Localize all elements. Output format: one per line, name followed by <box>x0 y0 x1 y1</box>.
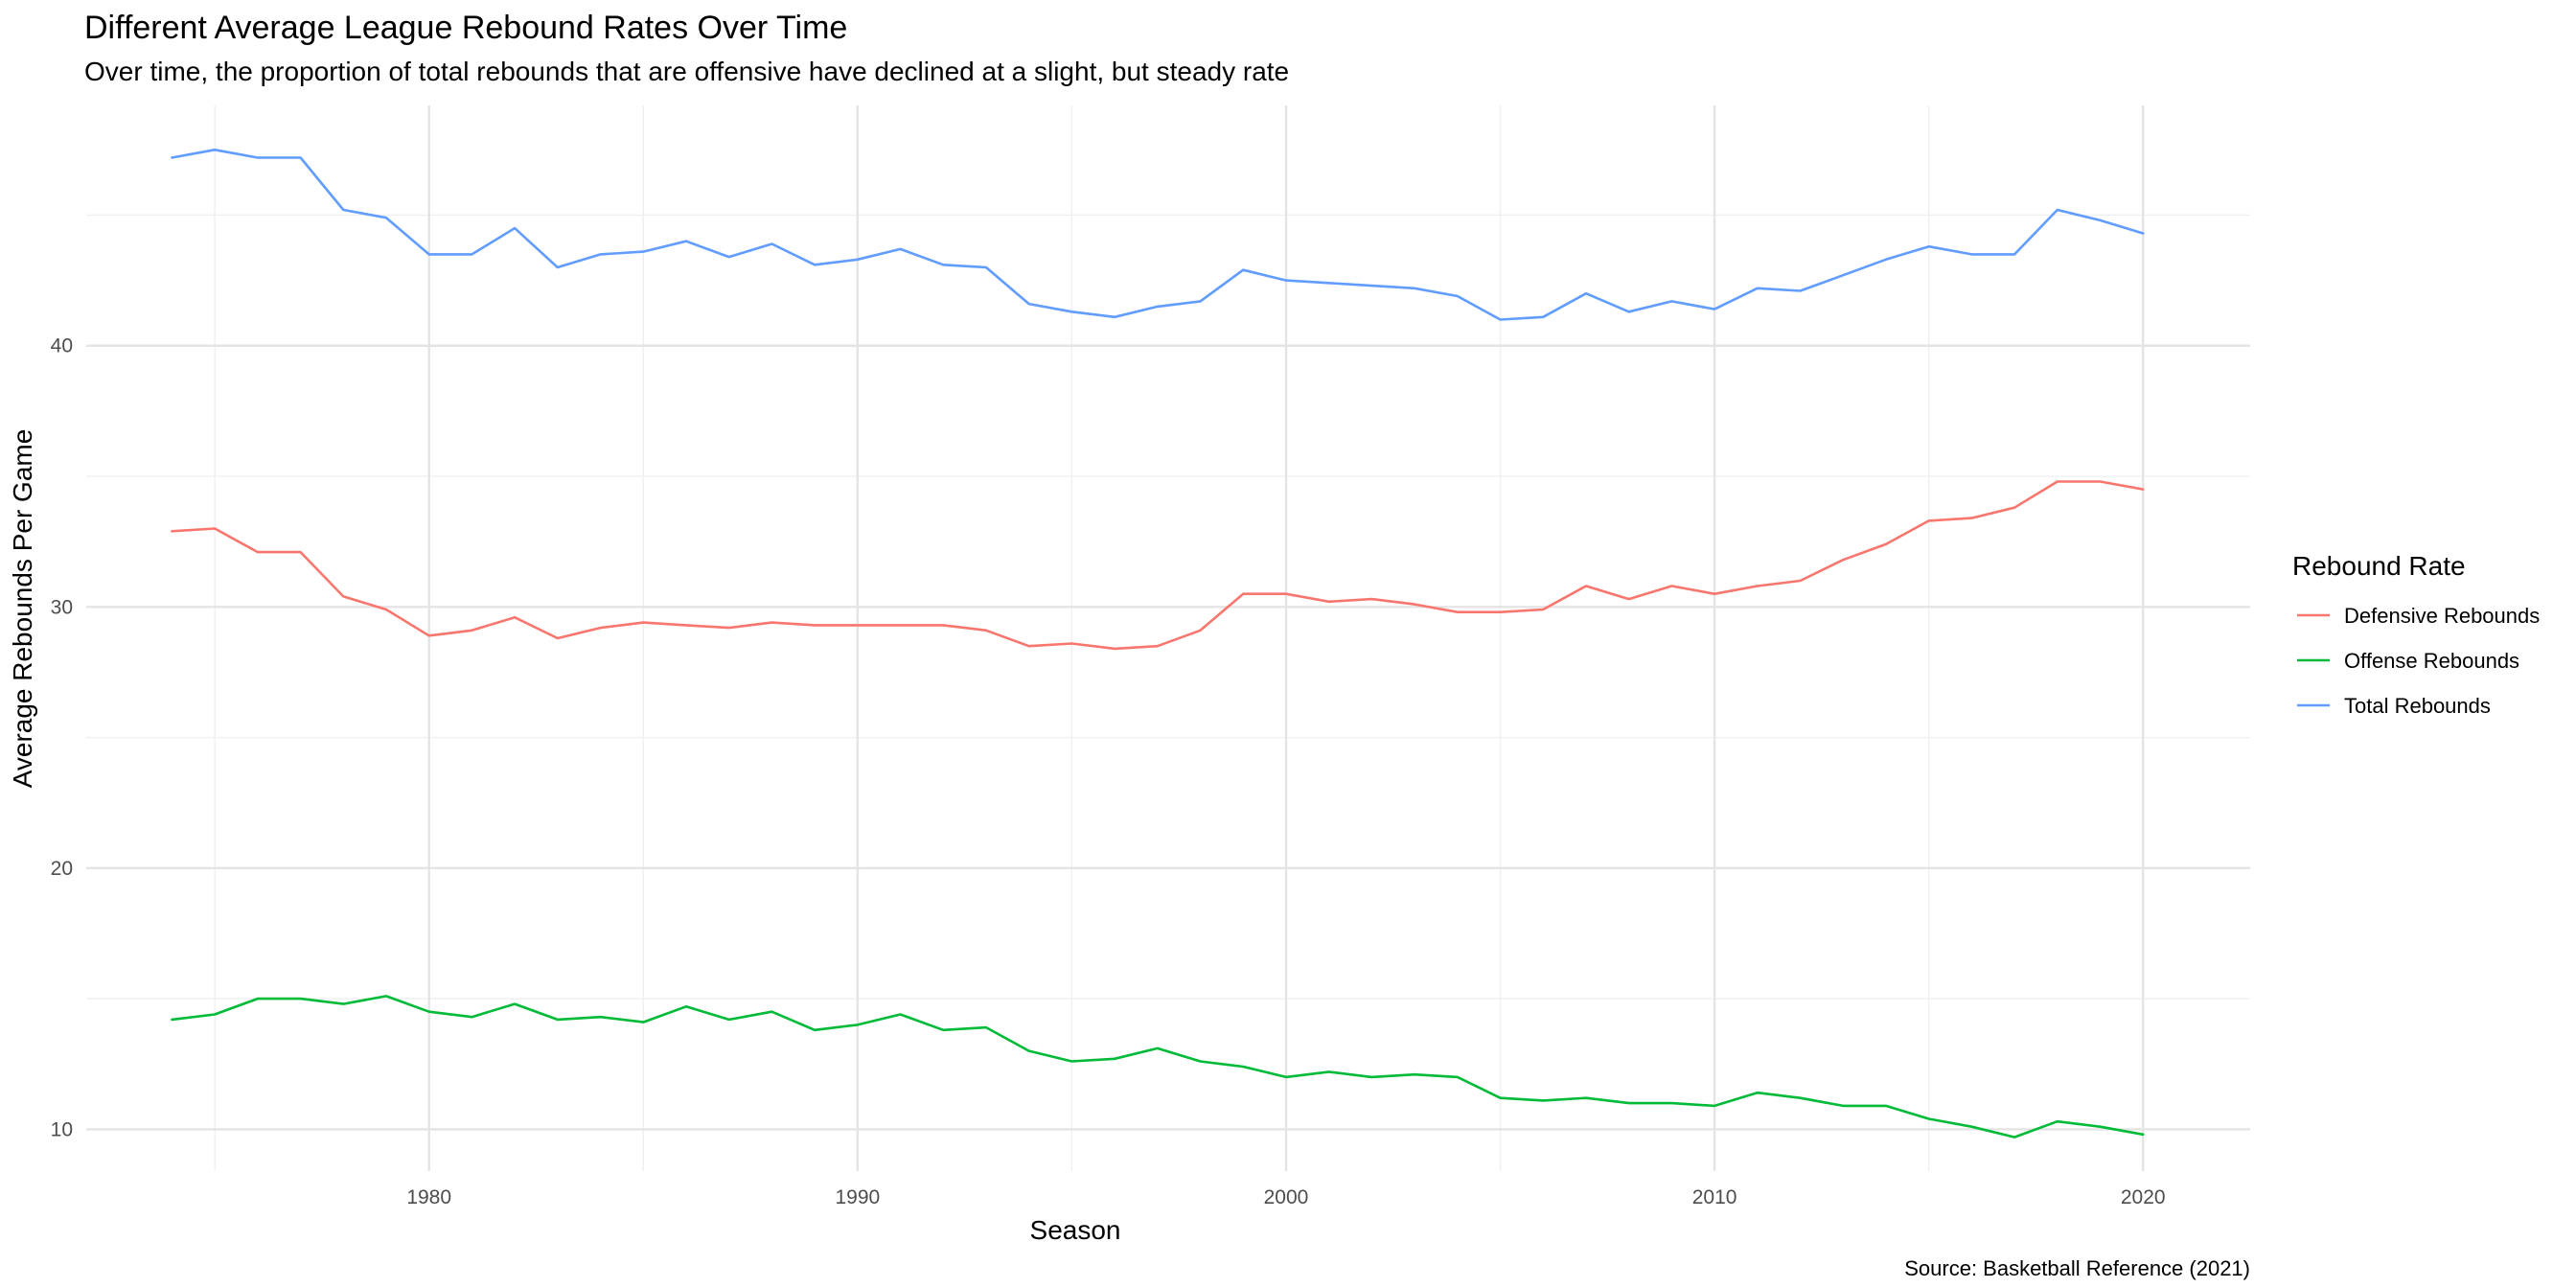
legend: Rebound Rate Defensive Rebounds Offense R… <box>2292 551 2540 718</box>
x-tick-label: 1980 <box>406 1186 451 1208</box>
chart-title: Different Average League Rebound Rates O… <box>84 10 847 46</box>
x-tick-label: 1990 <box>835 1186 880 1208</box>
legend-title: Rebound Rate <box>2292 551 2466 581</box>
x-tick-label: 2000 <box>1264 1186 1309 1208</box>
y-axis-ticks: 10 20 30 40 <box>51 335 73 1141</box>
y-axis-title: Average Rebounds Per Game <box>8 429 37 789</box>
x-tick-label: 2020 <box>2121 1186 2166 1208</box>
chart-caption: Source: Basketball Reference (2021) <box>1904 1256 2250 1280</box>
x-tick-label: 2010 <box>1692 1186 1737 1208</box>
x-axis-title: Season <box>1030 1215 1121 1245</box>
y-tick-label: 30 <box>51 596 73 618</box>
series-line-defensive-rebounds <box>171 480 2145 651</box>
legend-label-defensive-rebounds: Defensive Rebounds <box>2344 604 2540 628</box>
legend-label-total-rebounds: Total Rebounds <box>2344 694 2491 718</box>
y-tick-label: 40 <box>51 335 73 357</box>
series-line-total-rebounds <box>171 149 2145 321</box>
series-lines <box>171 149 2145 1138</box>
series-line-offense-rebounds <box>171 995 2145 1138</box>
minor-gridlines <box>86 105 2250 1171</box>
chart-subtitle: Over time, the proportion of total rebou… <box>84 57 1289 86</box>
y-tick-label: 20 <box>51 858 73 880</box>
x-axis-ticks: 1980 1990 2000 2010 2020 <box>406 1186 2165 1208</box>
major-gridlines <box>86 105 2250 1171</box>
y-tick-label: 10 <box>51 1118 73 1140</box>
legend-label-offense-rebounds: Offense Rebounds <box>2344 649 2519 673</box>
